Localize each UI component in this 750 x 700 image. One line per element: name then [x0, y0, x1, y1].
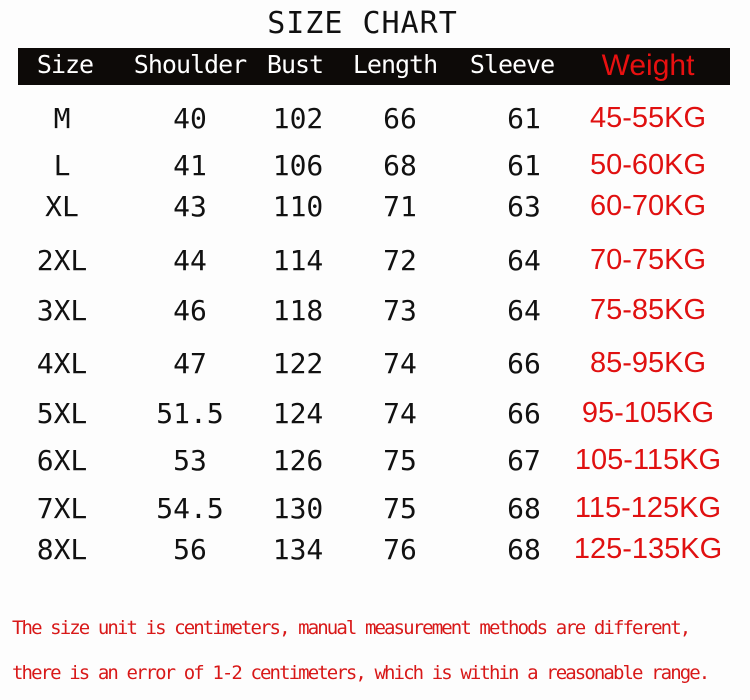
cell-size: 3XL	[36, 294, 88, 327]
cell-size: 5XL	[36, 397, 88, 430]
note-line-1: The size unit is centimeters, manual mea…	[12, 617, 691, 639]
table-row: M 40 102 66 61 45-55KG	[0, 102, 750, 136]
header-length: Length	[352, 50, 438, 79]
cell-sleeve: 61	[507, 149, 541, 182]
cell-length: 71	[383, 190, 417, 223]
cell-bust: 102	[272, 102, 324, 135]
cell-shoulder: 46	[173, 294, 207, 327]
cell-size: XL	[45, 190, 79, 223]
cell-size: 7XL	[36, 492, 88, 525]
header-size: Size	[36, 50, 94, 79]
cell-length: 66	[383, 102, 417, 135]
cell-length: 74	[383, 347, 417, 380]
cell-shoulder: 40	[173, 102, 207, 135]
cell-shoulder: 47	[173, 347, 207, 380]
cell-weight: 60-70KG	[589, 190, 707, 222]
cell-sleeve: 68	[507, 492, 541, 525]
cell-shoulder: 54.5	[156, 492, 224, 525]
cell-bust: 122	[272, 347, 324, 380]
cell-bust: 124	[272, 397, 324, 430]
cell-bust: 106	[272, 149, 324, 182]
cell-size: 6XL	[36, 444, 88, 477]
cell-sleeve: 68	[507, 533, 541, 566]
cell-bust: 126	[272, 444, 324, 477]
cell-bust: 134	[272, 533, 324, 566]
cell-bust: 130	[272, 492, 324, 525]
table-row: 4XL 47 122 74 66 85-95KG	[0, 347, 750, 381]
cell-sleeve: 67	[507, 444, 541, 477]
cell-weight: 105-115KG	[574, 444, 722, 476]
cell-weight: 75-85KG	[589, 294, 707, 326]
cell-weight: 45-55KG	[589, 102, 707, 134]
table-row: 7XL 54.5 130 75 68 115-125KG	[0, 492, 750, 526]
cell-sleeve: 66	[507, 347, 541, 380]
cell-sleeve: 64	[507, 244, 541, 277]
cell-bust: 110	[272, 190, 324, 223]
cell-size: 4XL	[36, 347, 88, 380]
cell-bust: 118	[272, 294, 324, 327]
cell-shoulder: 56	[173, 533, 207, 566]
cell-sleeve: 66	[507, 397, 541, 430]
header-bust: Bust	[266, 50, 324, 79]
cell-weight: 85-95KG	[589, 347, 707, 379]
cell-length: 76	[383, 533, 417, 566]
table-row: 2XL 44 114 72 64 70-75KG	[0, 244, 750, 278]
table-row: L 41 106 68 61 50-60KG	[0, 149, 750, 183]
cell-length: 73	[383, 294, 417, 327]
cell-length: 75	[383, 492, 417, 525]
cell-weight: 125-135KG	[573, 533, 723, 565]
cell-size: L	[53, 149, 71, 182]
table-row: 6XL 53 126 75 67 105-115KG	[0, 444, 750, 478]
header-weight: Weight	[601, 49, 695, 82]
header-shoulder: Shoulder	[133, 50, 247, 79]
cell-weight: 50-60KG	[589, 149, 707, 181]
cell-sleeve: 61	[507, 102, 541, 135]
cell-sleeve: 64	[507, 294, 541, 327]
note-line-2: there is an error of 1-2 centimeters, wh…	[12, 662, 710, 684]
table-header-bar	[18, 48, 730, 85]
cell-length: 74	[383, 397, 417, 430]
table-row: 3XL 46 118 73 64 75-85KG	[0, 294, 750, 328]
cell-weight: 95-105KG	[581, 397, 715, 429]
cell-shoulder: 44	[173, 244, 207, 277]
table-row: XL 43 110 71 63 60-70KG	[0, 190, 750, 224]
header-sleeve: Sleeve	[469, 50, 555, 79]
cell-weight: 70-75KG	[589, 244, 707, 276]
cell-size: 2XL	[36, 244, 88, 277]
cell-shoulder: 51.5	[156, 397, 224, 430]
cell-length: 68	[383, 149, 417, 182]
cell-sleeve: 63	[507, 190, 541, 223]
cell-bust: 114	[272, 244, 324, 277]
page-title: SIZE CHART	[267, 6, 458, 41]
cell-weight: 115-125KG	[574, 492, 722, 524]
cell-size: 8XL	[36, 533, 88, 566]
cell-shoulder: 43	[173, 190, 207, 223]
cell-shoulder: 53	[173, 444, 207, 477]
cell-size: M	[53, 102, 71, 135]
cell-shoulder: 41	[173, 149, 207, 182]
table-row: 8XL 56 134 76 68 125-135KG	[0, 533, 750, 567]
cell-length: 75	[383, 444, 417, 477]
table-row: 5XL 51.5 124 74 66 95-105KG	[0, 397, 750, 431]
cell-length: 72	[383, 244, 417, 277]
